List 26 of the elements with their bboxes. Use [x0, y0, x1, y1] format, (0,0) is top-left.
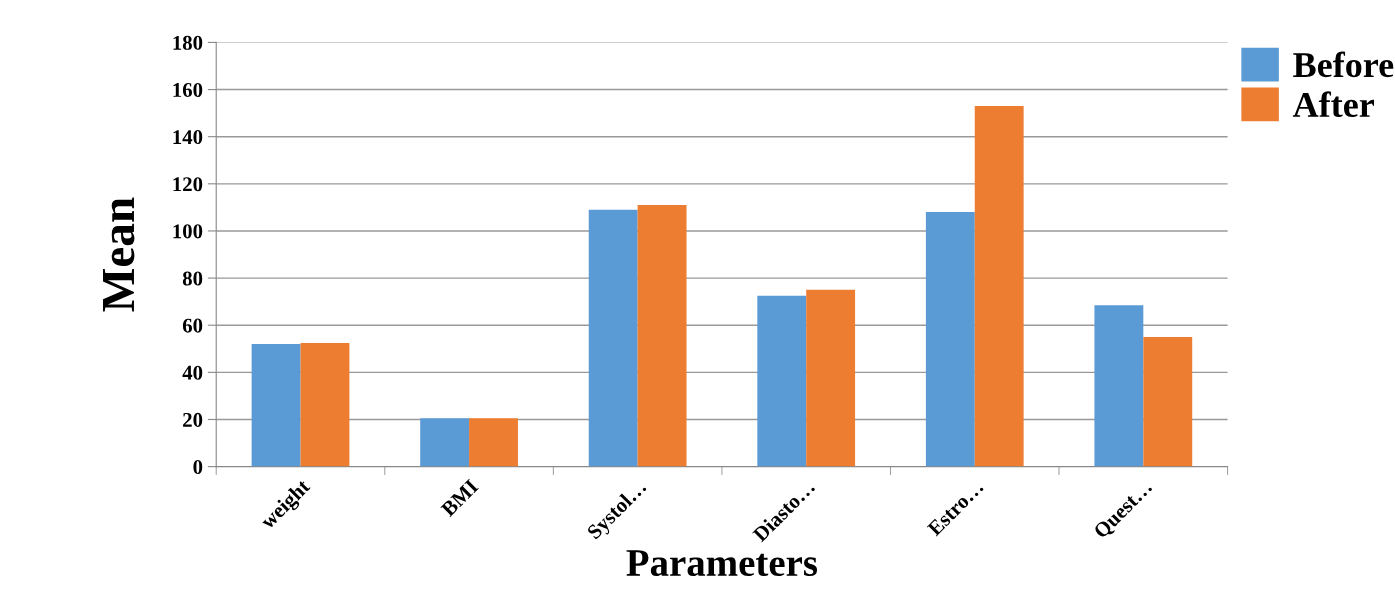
bar [420, 418, 470, 467]
y-tick-label: 20 [183, 412, 203, 427]
bar [757, 295, 807, 467]
y-axis-title: Mean [103, 197, 135, 312]
bar [588, 209, 638, 467]
legend-label: Before [1293, 51, 1394, 78]
y-tick-label: 180 [173, 35, 203, 50]
bar [469, 418, 518, 467]
bar [974, 106, 1024, 467]
y-tick-label: 80 [182, 271, 203, 286]
y-tick-label: 40 [182, 365, 203, 380]
y-tick-label: 0 [193, 459, 203, 475]
y-tick-label: 140 [173, 130, 203, 145]
bar [1094, 305, 1144, 467]
bar [925, 212, 975, 467]
y-tick-label: 160 [173, 82, 203, 97]
bar [251, 344, 301, 467]
bar [1143, 337, 1193, 467]
bar [806, 289, 856, 467]
y-tick-label: 60 [182, 318, 203, 333]
bar [300, 342, 350, 467]
y-tick-label: 120 [173, 177, 203, 192]
bar [637, 205, 687, 467]
x-axis-title: Parameters [626, 550, 818, 577]
y-tick-label: 100 [173, 224, 203, 239]
legend-label: After [1292, 91, 1375, 118]
